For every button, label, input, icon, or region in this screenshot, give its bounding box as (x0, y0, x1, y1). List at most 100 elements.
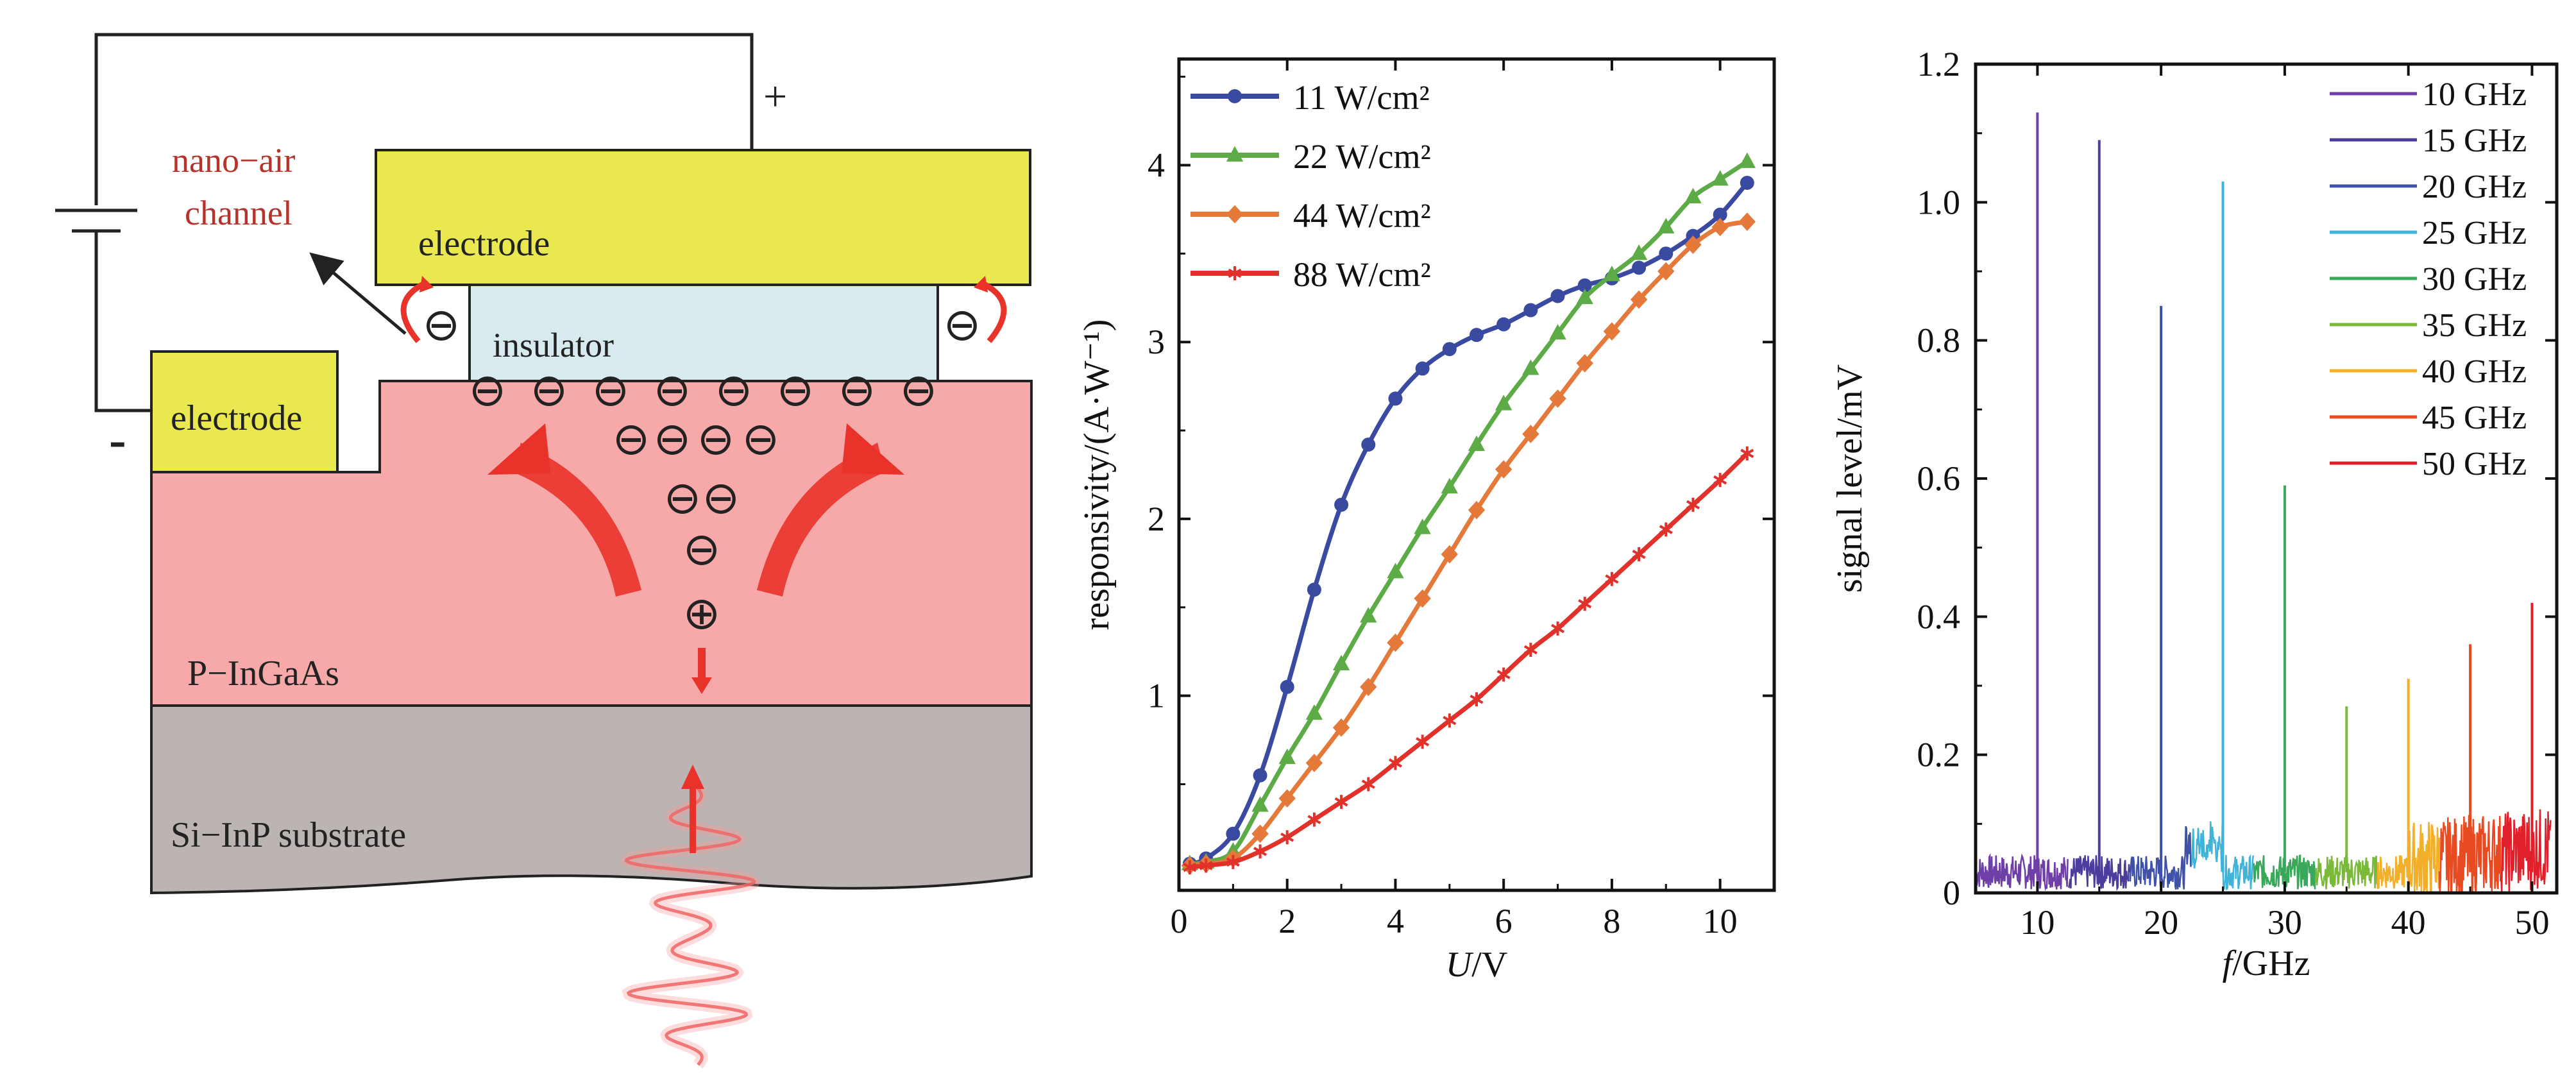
data-point (1711, 217, 1729, 237)
legend-label: 40 GHz (2422, 353, 2527, 390)
y-tick-label: 1 (1148, 677, 1165, 715)
data-point (1577, 278, 1592, 293)
star-stroke (1334, 797, 1348, 807)
electron-symbol: ⊖ (530, 364, 568, 416)
wave-glow (619, 779, 761, 1069)
legend-label: 20 GHz (2422, 169, 2527, 205)
y-tick-label: 0.4 (1917, 597, 1961, 636)
data-point (1738, 212, 1756, 231)
series-1 (2067, 140, 2131, 892)
y-axis-label: responsivity/(A·W⁻¹) (1077, 319, 1117, 631)
data-point (1470, 692, 1484, 707)
data-point (1228, 266, 1242, 280)
series-7 (2438, 644, 2502, 893)
plus-sign: + (763, 73, 787, 120)
noise-trace (1974, 852, 2069, 892)
x-tick-label: 30 (2267, 903, 2302, 942)
noise-trace (2253, 854, 2316, 890)
x-tick-label: 40 (2391, 903, 2426, 942)
flow-arrowhead-right (842, 423, 904, 475)
star-stroke (1388, 758, 1402, 768)
data-point (1415, 361, 1430, 376)
x-tick-label: 6 (1495, 902, 1513, 940)
data-point (1414, 518, 1431, 534)
y-tick-label: 2 (1148, 500, 1165, 538)
data-point (1442, 342, 1457, 357)
data-point (1630, 244, 1648, 260)
data-point (1713, 473, 1727, 488)
data-point (1605, 572, 1619, 586)
data-point (1251, 824, 1269, 844)
corner-arrowhead-left (419, 276, 434, 293)
data-point (1468, 435, 1486, 452)
data-point (1684, 235, 1702, 254)
data-point (1387, 563, 1404, 579)
data-point (1522, 425, 1539, 443)
electron-symbol: ⊖ (613, 412, 650, 465)
corner-arrowhead-right (974, 276, 988, 293)
data-point (1387, 633, 1404, 652)
star-stroke (1632, 549, 1646, 559)
data-point (1549, 324, 1566, 340)
data-point (1632, 260, 1647, 275)
electron-symbol: ⊖ (697, 412, 735, 465)
data-point (1549, 389, 1566, 408)
data-point (1740, 176, 1754, 191)
data-point (1713, 207, 1727, 222)
star-stroke (1740, 448, 1754, 459)
data-point (1307, 582, 1321, 597)
y-tick-label: 0.2 (1917, 736, 1961, 774)
star-stroke (1226, 857, 1240, 867)
x-tick-label: 2 (1278, 902, 1296, 940)
corner-arrow-left (400, 279, 428, 343)
data-point (1496, 667, 1511, 682)
data-point (1657, 262, 1675, 281)
legend-label: 35 GHz (2422, 307, 2527, 344)
data-point (1523, 303, 1538, 318)
x-tick-label: 50 (2514, 903, 2549, 942)
plot-frame (1177, 57, 1776, 892)
data-point (1443, 713, 1457, 728)
data-point (1280, 830, 1294, 845)
star-stroke (1578, 599, 1592, 609)
series-2 (2129, 305, 2192, 890)
insulator-label: insulator (493, 326, 614, 364)
y-tick-label: 0.8 (1917, 321, 1961, 360)
si-inp-substrate (150, 704, 1033, 895)
legend-label: 22 W/cm² (1293, 137, 1431, 176)
substrate-label: Si−InP substrate (171, 815, 406, 855)
electron-symbol: ⊖ (683, 523, 721, 575)
legend-label: 45 GHz (2422, 400, 2527, 436)
series-5 (2314, 706, 2378, 890)
data-point (1416, 734, 1430, 749)
legend-label: 30 GHz (2422, 261, 2527, 298)
star-stroke (1686, 500, 1700, 510)
x-tick-label: 10 (2020, 903, 2055, 942)
data-point (1332, 654, 1350, 670)
electron-symbol: ⊖ (900, 364, 938, 416)
data-point (1253, 768, 1267, 783)
electrode-top-label: electrode (418, 224, 550, 264)
data-point (1659, 522, 1673, 537)
electron-symbol: ⊖ (654, 364, 691, 416)
data-point (1226, 854, 1240, 869)
device-schematic: + - nano−air channel electrode electrode… (55, 33, 1033, 1069)
data-point (1550, 289, 1565, 303)
data-point (1495, 460, 1513, 479)
series-6 (2377, 679, 2441, 893)
corner-arrow-right (979, 279, 1007, 343)
data-point (1578, 597, 1592, 611)
star-stroke (1470, 694, 1484, 704)
data-point (1576, 353, 1593, 373)
x-axis-label: f/GHz (2223, 944, 2310, 983)
data-point (1360, 607, 1377, 623)
electrode-top (375, 149, 1031, 286)
electron-symbol: ⊖ (715, 364, 753, 416)
data-point (1659, 246, 1674, 261)
x-tick-label: 20 (2144, 903, 2178, 942)
insulator (468, 284, 939, 382)
data-point (1305, 754, 1323, 772)
series-0 (1974, 112, 2069, 892)
legend-label: 88 W/cm² (1293, 255, 1431, 294)
